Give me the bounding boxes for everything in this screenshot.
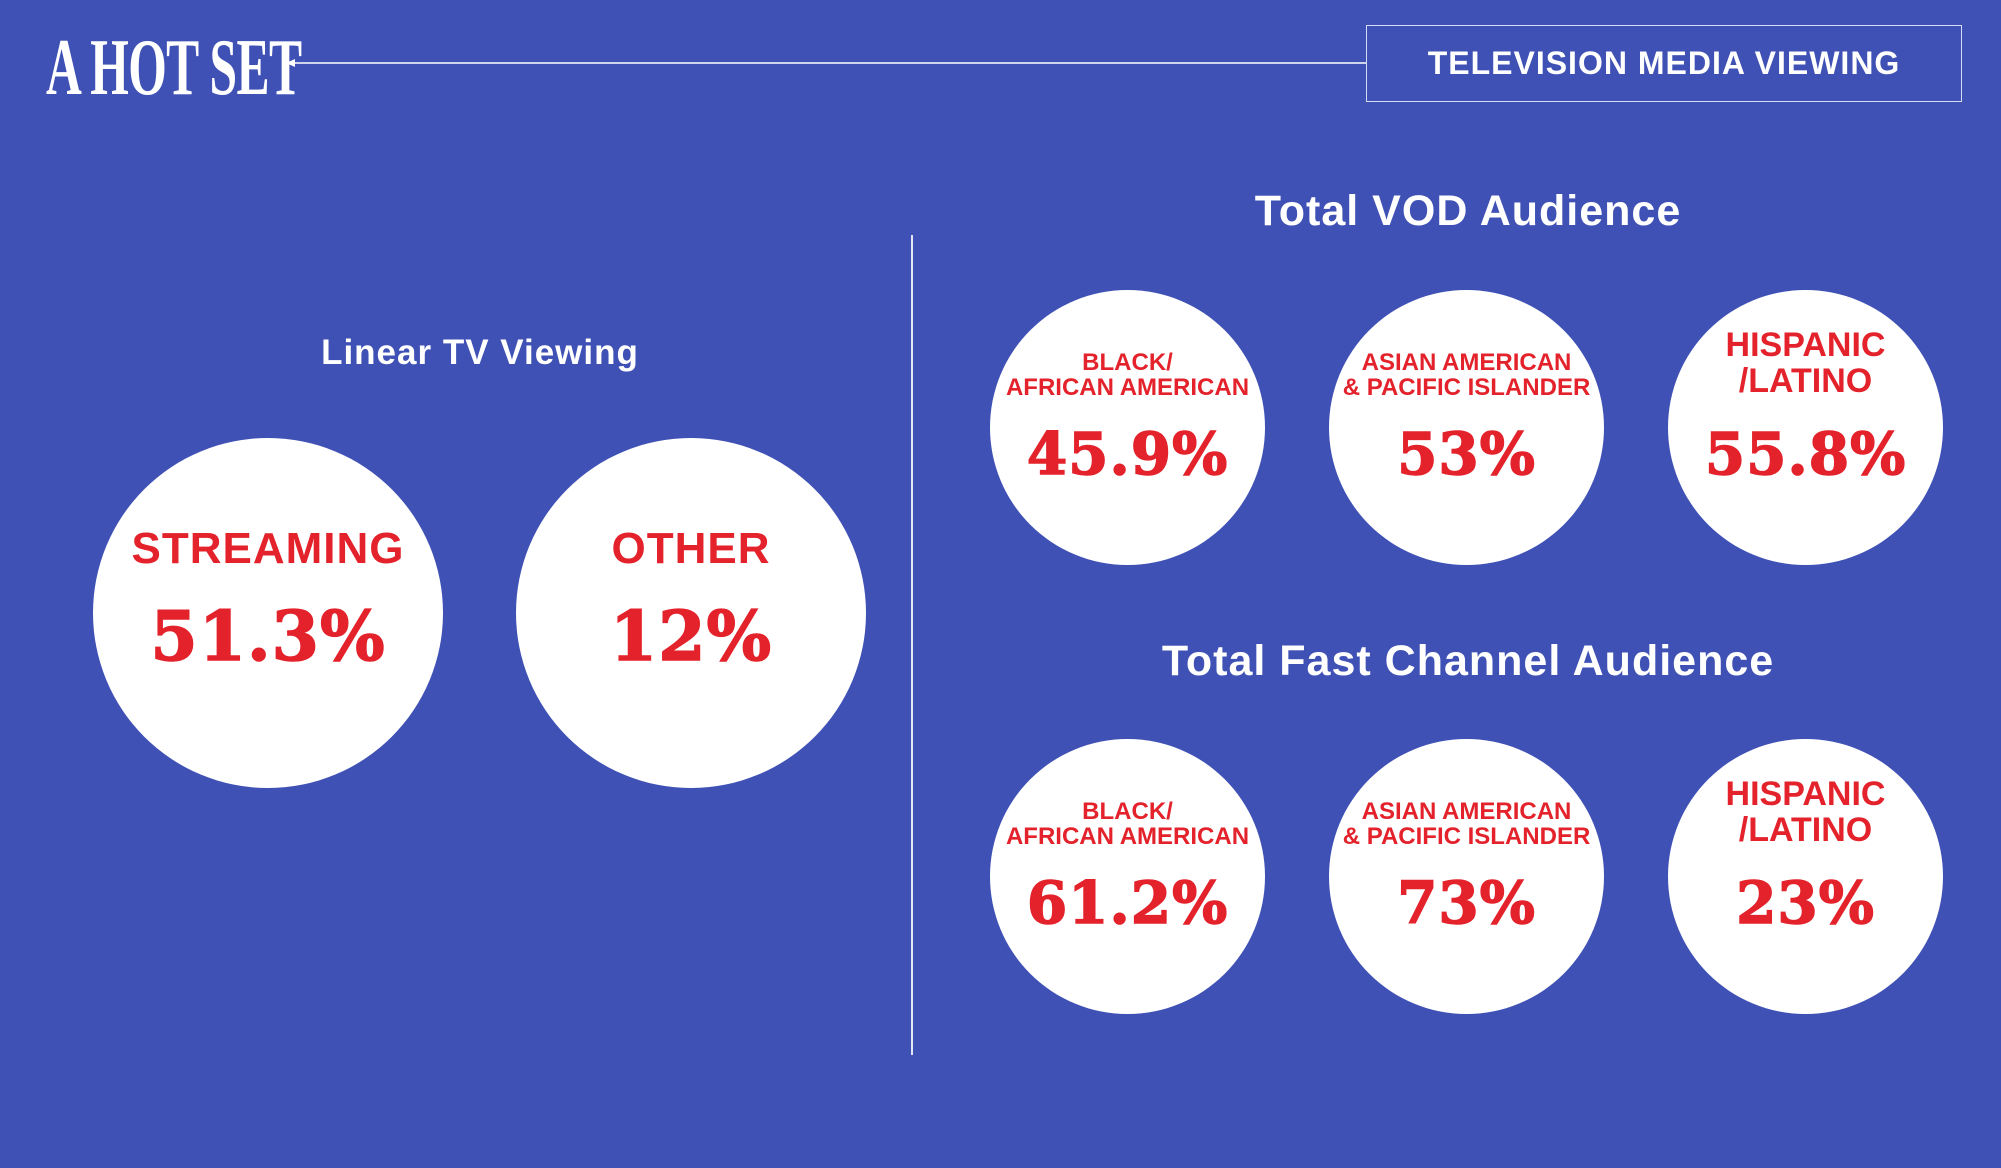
stat-label: HISPANIC /LATINO: [1725, 775, 1886, 849]
stat-label: ASIAN AMERICAN & PACIFIC ISLANDER: [1342, 349, 1591, 402]
section-title: TELEVISION MEDIA VIEWING: [1427, 45, 1901, 81]
stat-value: 45.9%: [1026, 420, 1229, 488]
fast-hispanic-latino-circle: HISPANIC /LATINO 23%: [1668, 739, 1943, 1014]
brand-logo[interactable]: A HOT SET: [46, 24, 302, 112]
stat-value: 53%: [1396, 420, 1536, 488]
stat-label: HISPANIC /LATINO: [1725, 326, 1886, 400]
linear-tv-heading: Linear TV Viewing: [321, 333, 639, 372]
fast-asian-american-pacific-islander-circle: ASIAN AMERICAN & PACIFIC ISLANDER 73%: [1329, 739, 1604, 1014]
section-title-box: TELEVISION MEDIA VIEWING: [1366, 25, 1962, 102]
stat-value: 51.3%: [150, 597, 386, 677]
left-arrow-icon[interactable]: [286, 50, 1366, 80]
fast-channel-heading: Total Fast Channel Audience: [1161, 637, 1775, 685]
stat-label: OTHER: [611, 524, 771, 573]
stat-value: 12%: [609, 597, 773, 677]
other-stat-circle: OTHER 12%: [516, 438, 866, 788]
stat-label: ASIAN AMERICAN & PACIFIC ISLANDER: [1342, 798, 1591, 851]
stat-label: BLACK/ AFRICAN AMERICAN: [1005, 349, 1250, 402]
stat-value: 55.8%: [1704, 420, 1907, 488]
vod-black-african-american-circle: BLACK/ AFRICAN AMERICAN 45.9%: [990, 290, 1265, 565]
stat-label: BLACK/ AFRICAN AMERICAN: [1005, 798, 1250, 851]
streaming-stat-circle: STREAMING 51.3%: [93, 438, 443, 788]
stat-value: 61.2%: [1026, 869, 1229, 937]
stat-label: STREAMING: [131, 524, 405, 573]
vod-hispanic-latino-circle: HISPANIC /LATINO 55.8%: [1668, 290, 1943, 565]
vod-heading: Total VOD Audience: [1254, 187, 1682, 235]
vod-asian-american-pacific-islander-circle: ASIAN AMERICAN & PACIFIC ISLANDER 53%: [1329, 290, 1604, 565]
stat-value: 73%: [1396, 869, 1536, 937]
vertical-divider: [911, 235, 913, 1055]
fast-black-african-american-circle: BLACK/ AFRICAN AMERICAN 61.2%: [990, 739, 1265, 1014]
stat-value: 23%: [1735, 869, 1875, 937]
